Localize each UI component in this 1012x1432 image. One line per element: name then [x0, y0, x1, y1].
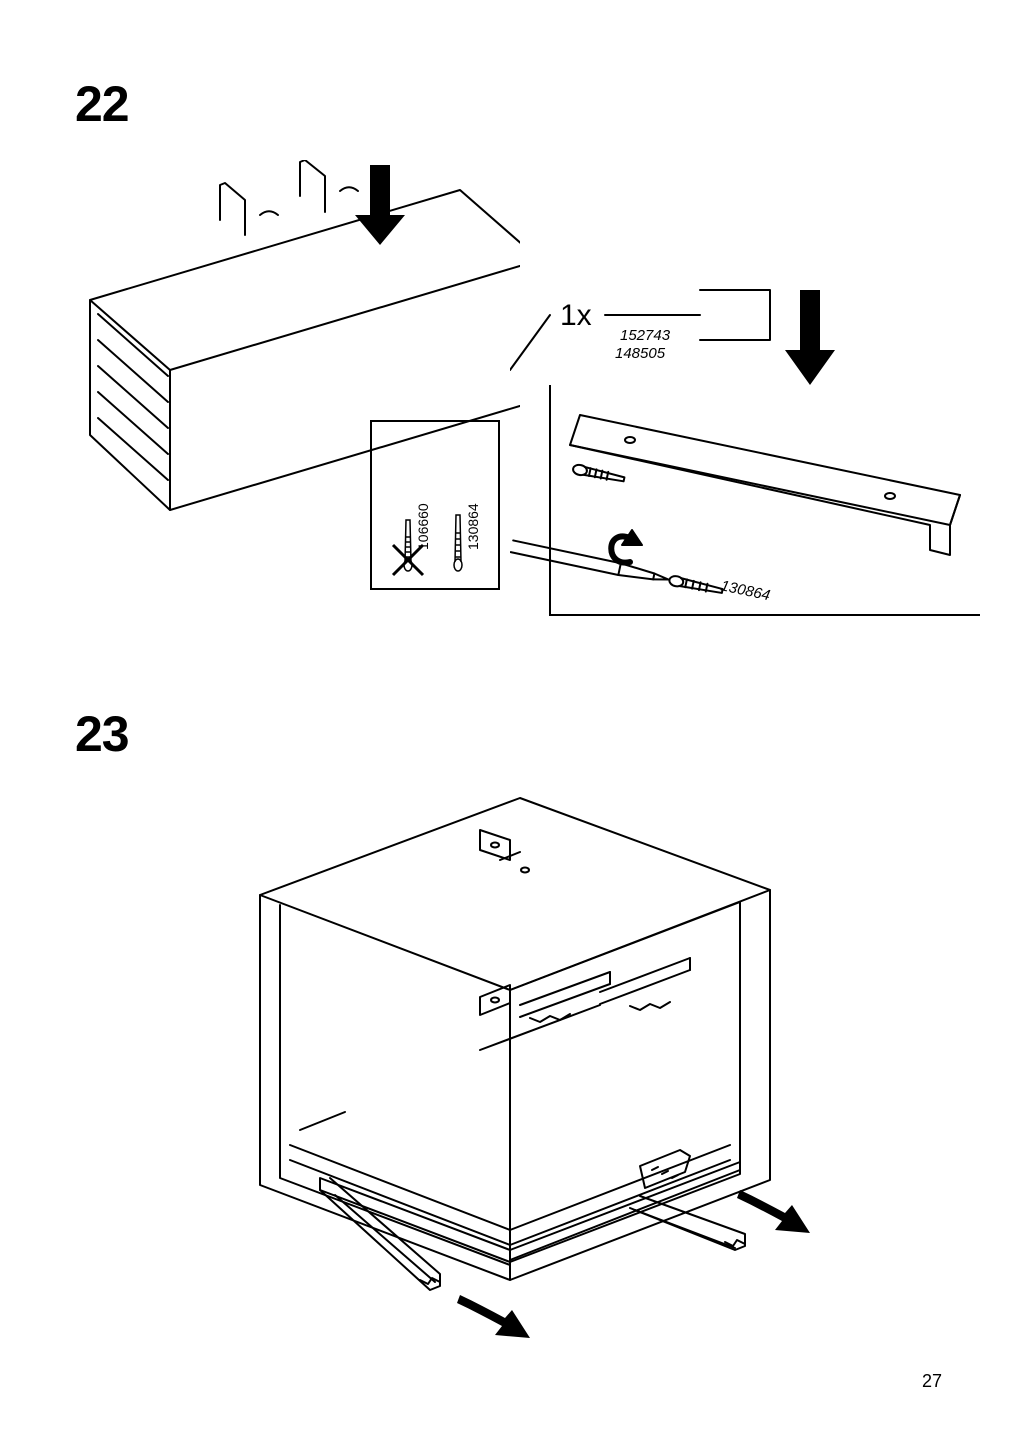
wrong-screw-label: 106660	[415, 503, 431, 550]
insert-arrow-icon	[355, 165, 405, 245]
part-number-1: 152743	[620, 327, 671, 344]
detail-screw-label: 130864	[719, 577, 772, 604]
rail-detail-illustration: 1x 152743 148505	[510, 270, 990, 630]
assembly-page: 22	[0, 0, 1012, 1432]
screw-comparison-box: 106660 130864	[370, 420, 500, 590]
pull-arrow-right-icon	[737, 1190, 810, 1233]
part-number-2: 148505	[615, 345, 666, 362]
pull-arrow-left-icon	[457, 1295, 530, 1338]
page-number: 27	[922, 1371, 942, 1392]
step-22-number: 22	[75, 75, 129, 133]
rotation-arrow-icon	[611, 530, 642, 563]
quantity-label: 1x	[560, 299, 592, 332]
cabinet-illustration	[180, 790, 830, 1350]
insert-arrow-2-icon	[785, 290, 835, 385]
correct-screw-label: 130864	[465, 503, 481, 550]
step-23-number: 23	[75, 705, 129, 763]
